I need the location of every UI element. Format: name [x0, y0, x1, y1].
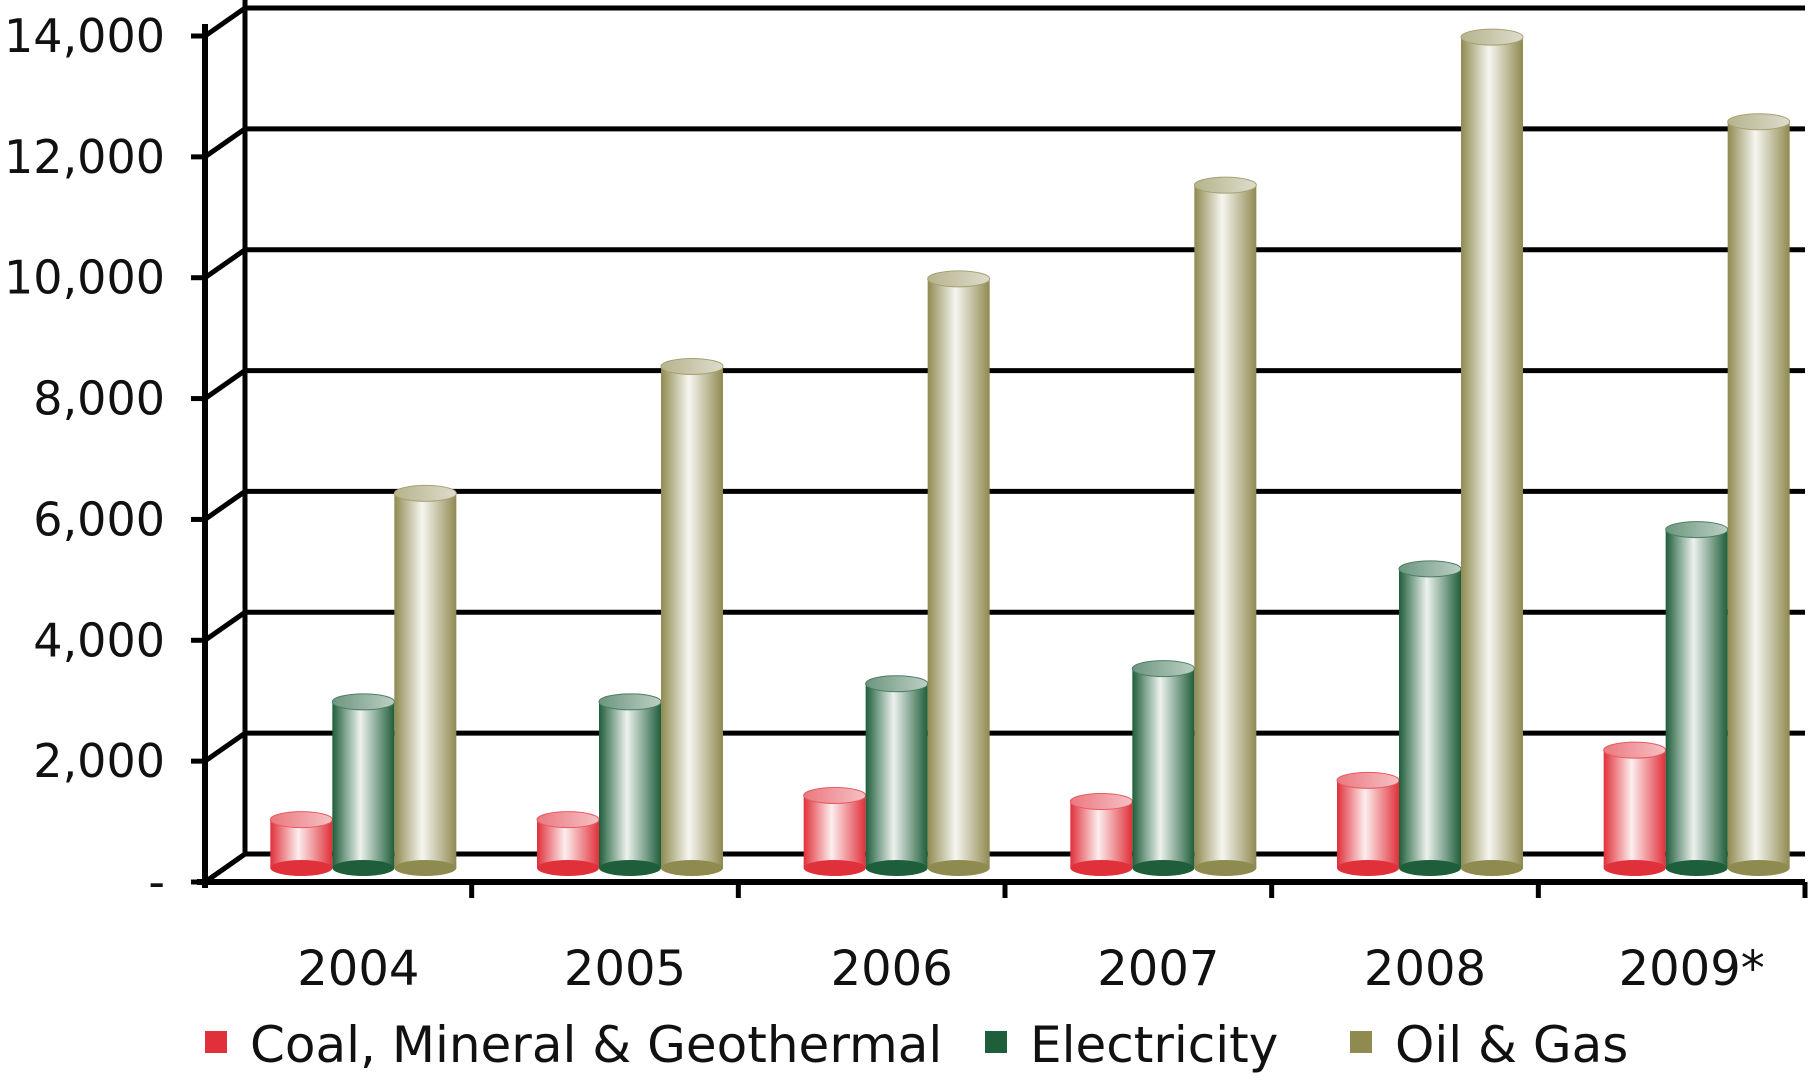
bar [1336, 771, 1400, 876]
bar [1398, 560, 1462, 876]
gridline [203, 368, 1805, 401]
y-tick-label: 8,000 [33, 372, 165, 426]
x-tick-label: 2007 [1097, 941, 1219, 997]
gridline [203, 126, 1805, 159]
gridline [203, 609, 1805, 643]
legend: Coal, Mineral & Geothermal Electricity Oil… [205, 1016, 1628, 1074]
gridlines [203, 5, 1805, 885]
gridline [203, 5, 1805, 39]
legend-swatch [985, 1031, 1007, 1053]
bars [269, 28, 1791, 876]
bar [1727, 113, 1791, 876]
legend-item: Coal, Mineral & Geothermal [205, 1016, 942, 1074]
legend-item: Electricity [985, 1016, 1278, 1074]
bar [1460, 28, 1524, 876]
bar [927, 270, 991, 876]
y-tick-label: 2,000 [33, 734, 165, 788]
bar [598, 693, 662, 876]
y-axis-ticks: - 2,000 4,000 6,000 8,000 10,000 12,000 14,000 [4, 9, 165, 909]
bar [865, 675, 929, 876]
legend-swatch [205, 1031, 227, 1053]
x-tick-label: 2004 [297, 941, 419, 997]
floor-edge [203, 851, 247, 885]
legend-label: Coal, Mineral & Geothermal [250, 1016, 942, 1074]
y-tick-label: 14,000 [4, 9, 165, 63]
bar [269, 811, 333, 876]
y-tick-label: 10,000 [4, 251, 165, 305]
y-tick-label: - [148, 855, 165, 909]
x-tick-label: 2009* [1619, 941, 1765, 997]
bar [331, 693, 395, 876]
legend-label: Electricity [1030, 1016, 1278, 1074]
bar [1603, 741, 1667, 876]
x-tick-label: 2005 [564, 941, 686, 997]
axes [191, 0, 1808, 898]
gridline [203, 488, 1805, 522]
x-tick-label: 2006 [831, 941, 953, 997]
bar [393, 484, 457, 876]
gridline [203, 730, 1805, 764]
legend-item: Oil & Gas [1350, 1016, 1628, 1074]
bar [1131, 660, 1195, 876]
gridline [203, 247, 1805, 280]
legend-swatch [1350, 1031, 1372, 1053]
y-tick-label: 6,000 [33, 492, 165, 546]
x-axis-ticks: 2004 2005 2006 2007 2008 2009* [297, 941, 1764, 997]
legend-label: Oil & Gas [1395, 1016, 1628, 1074]
bar [1665, 521, 1729, 876]
bar [1193, 176, 1257, 876]
bar [1069, 793, 1133, 876]
bar [660, 357, 724, 876]
bar [803, 786, 867, 876]
y-tick-label: 4,000 [33, 613, 165, 667]
bar [536, 811, 600, 876]
x-tick-label: 2008 [1364, 941, 1486, 997]
y-tick-label: 12,000 [4, 130, 165, 184]
